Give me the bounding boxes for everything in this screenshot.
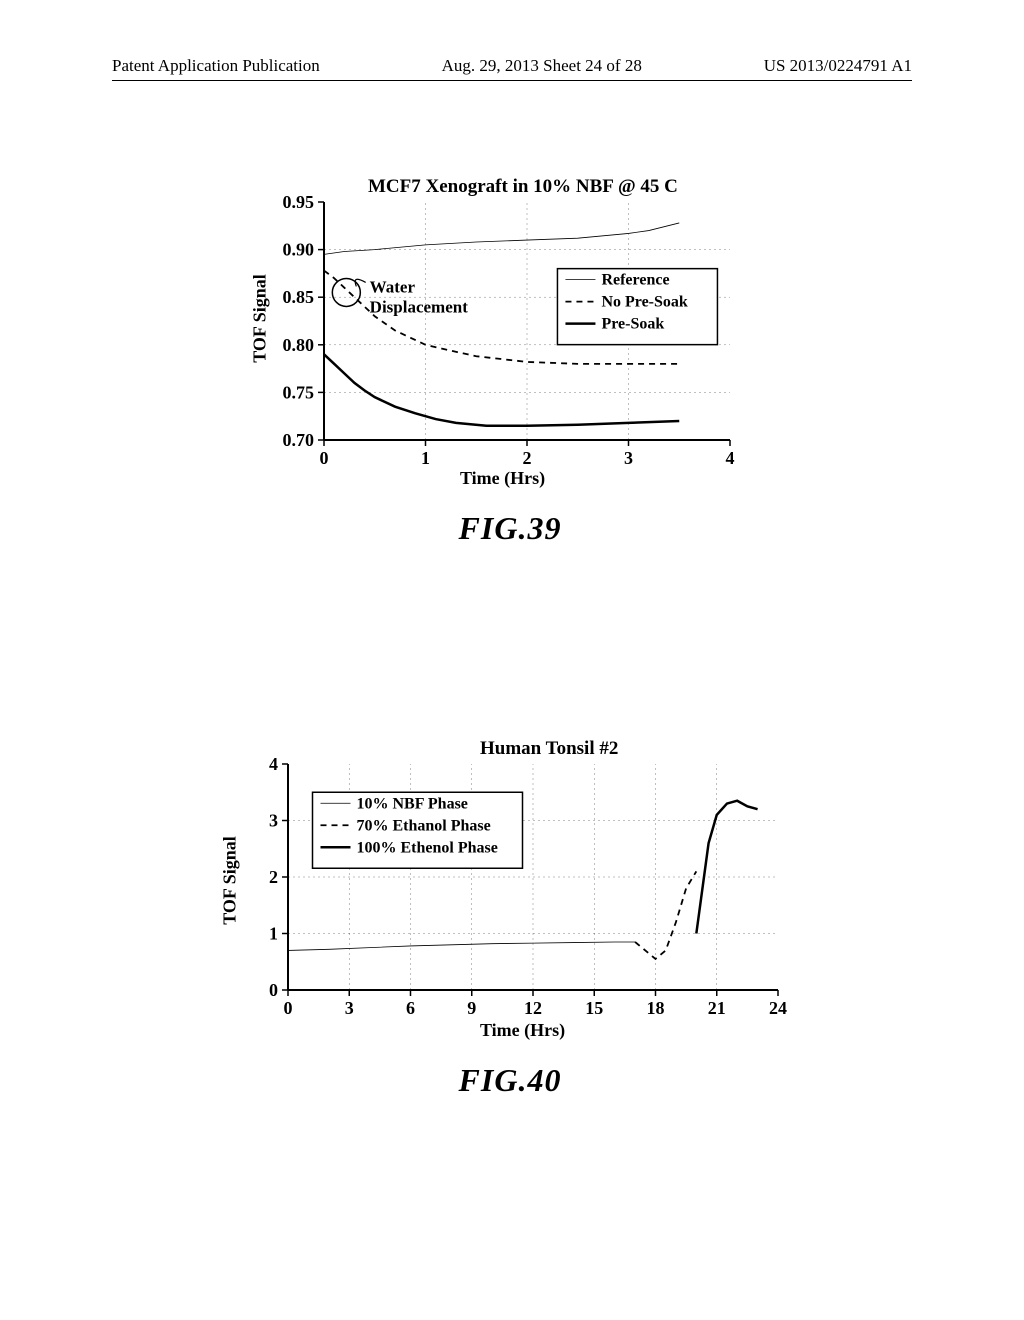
svg-text:24: 24 [769, 998, 787, 1018]
header-right: US 2013/0224791 A1 [764, 56, 912, 76]
header-rule [112, 80, 912, 81]
svg-text:0.90: 0.90 [283, 240, 315, 260]
fig40-label: FIG.40 [230, 1062, 790, 1099]
svg-text:Displacement: Displacement [370, 297, 469, 316]
svg-text:2: 2 [269, 867, 278, 887]
figure-39: MCF7 Xenograft in 10% NBF @ 45 C TOF Sig… [260, 178, 760, 547]
svg-text:3: 3 [345, 998, 354, 1018]
svg-text:12: 12 [524, 998, 542, 1018]
svg-text:0.95: 0.95 [283, 192, 315, 212]
svg-text:0: 0 [284, 998, 293, 1018]
svg-text:0.85: 0.85 [283, 287, 315, 307]
header-center: Aug. 29, 2013 Sheet 24 of 28 [442, 56, 642, 76]
svg-text:18: 18 [647, 998, 665, 1018]
svg-text:10% NBF Phase: 10% NBF Phase [357, 795, 468, 812]
svg-text:Reference: Reference [601, 272, 669, 289]
svg-text:3: 3 [624, 448, 633, 468]
svg-text:100% Ethenol Phase: 100% Ethenol Phase [357, 839, 498, 856]
svg-text:0.80: 0.80 [283, 335, 315, 355]
svg-text:6: 6 [406, 998, 415, 1018]
svg-text:0: 0 [269, 980, 278, 1000]
svg-text:3: 3 [269, 811, 278, 831]
header-left: Patent Application Publication [112, 56, 320, 76]
svg-text:0.70: 0.70 [283, 430, 315, 450]
svg-text:1: 1 [269, 924, 278, 944]
svg-text:0.75: 0.75 [283, 382, 315, 402]
figure-40: Human Tonsil #2 TOF Signal Time (Hrs) 03… [230, 740, 790, 1099]
svg-text:0: 0 [320, 448, 329, 468]
svg-text:1: 1 [421, 448, 430, 468]
fig39-chart: MCF7 Xenograft in 10% NBF @ 45 C TOF Sig… [260, 178, 740, 488]
svg-text:No Pre-Soak: No Pre-Soak [601, 294, 687, 311]
svg-text:70% Ethanol Phase: 70% Ethanol Phase [357, 817, 491, 834]
svg-text:9: 9 [467, 998, 476, 1018]
fig39-label: FIG.39 [260, 510, 760, 547]
svg-text:Pre-Soak: Pre-Soak [601, 316, 664, 333]
page-header: Patent Application Publication Aug. 29, … [112, 56, 912, 76]
fig39-svg: 0 1 2 3 4 0.70 0.75 0.80 0.85 0.90 0.95 Reference No… [260, 178, 740, 488]
svg-text:15: 15 [585, 998, 603, 1018]
svg-text:2: 2 [523, 448, 532, 468]
svg-text:21: 21 [708, 998, 726, 1018]
svg-text:Water: Water [370, 277, 416, 296]
svg-text:4: 4 [726, 448, 735, 468]
fig40-chart: Human Tonsil #2 TOF Signal Time (Hrs) 03… [230, 740, 790, 1040]
svg-text:4: 4 [269, 754, 278, 774]
fig40-svg: 036912151821240123410% NBF Phase70% Etha… [230, 740, 790, 1040]
